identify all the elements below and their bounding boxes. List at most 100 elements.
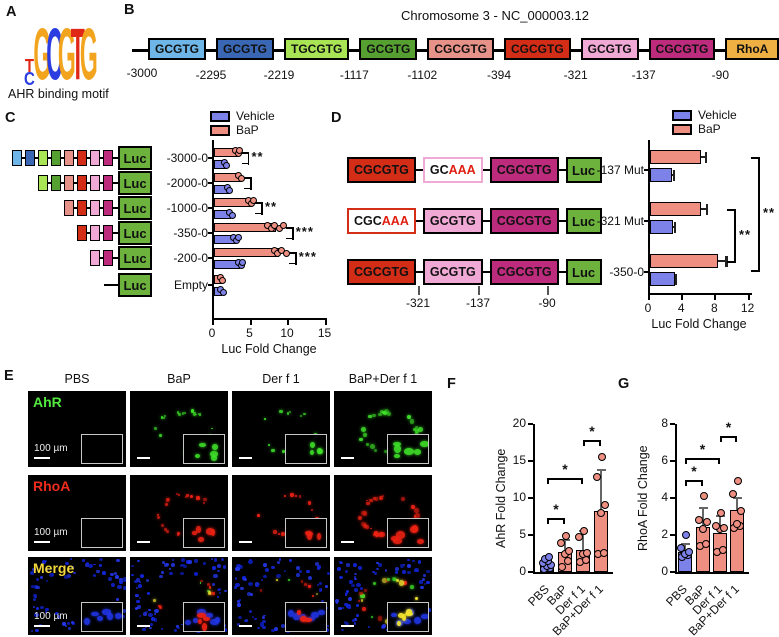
motif-box [103,175,113,191]
data-point [545,553,553,562]
connector [113,257,118,259]
fluorescence-dot [372,582,376,586]
data-point [682,531,690,539]
junction: -90 [712,48,729,82]
nucleus-dot [381,624,386,628]
y-axis [648,140,650,295]
motif-text: CGCGTG [354,163,409,177]
inset-blob [293,613,300,620]
error-cap [680,542,690,545]
fluorescence-dot [371,413,376,418]
y-tick-label: 15 [512,453,526,467]
motif-box: GCGTG [359,38,418,60]
nucleus-dot [263,614,266,617]
fluorescence-dot [414,508,420,514]
fluorescence-dot [211,427,214,430]
luc-chart-c: 0 5 10 15 Luc Fold Change -3000-0 -2000-0 -1000… [167,140,357,358]
motif-letter: C [24,68,35,90]
inset-blob [192,530,198,536]
nucleus-dot [353,588,359,593]
nucleus-dot [138,597,142,600]
luc-box: Luc [118,146,152,170]
micrograph-merge-bap-der-f-1 [334,557,432,635]
inset-blob [393,441,401,447]
nucleus-dot [93,563,96,566]
motif-box: CGC AAA [347,208,416,234]
inset [285,518,327,548]
y-tick [670,497,675,499]
motif-box [90,250,100,266]
connector [74,207,77,209]
sig-bracket [294,252,297,265]
nucleus-dot [168,567,171,570]
panel-c-label: C [5,110,16,126]
fluorescence-dot [414,596,418,600]
fluorescence-dot [414,425,419,430]
motif-box [38,150,48,166]
fluorescence-dot [163,527,167,531]
sig-arm [727,209,734,211]
sig-bracket [261,202,263,215]
x-tick-label: 10 [280,326,294,340]
nucleus-dot [234,577,238,580]
error-cap [673,221,677,233]
nucleus-dot [154,613,157,615]
position-tick [478,286,480,295]
sig-arm [285,237,292,240]
nucleus-dot [44,607,49,612]
fluorescence-dot [379,531,386,538]
bar [650,220,674,234]
inset-blob [420,613,428,619]
nucleus-dot [159,574,163,579]
fluorescence-dot [184,495,188,499]
inset-blob [416,538,424,544]
construct-row: Luc [4,220,152,246]
nucleus-dot [145,578,149,582]
sig-arm [563,518,565,524]
nucleus-dot [367,626,371,629]
scale-bar-label: 100 µm [34,443,68,454]
fluorescence-dot [413,515,417,518]
scale-bar [137,625,150,627]
nucleus-dot [32,598,36,601]
nucleus-dot [122,609,126,613]
fluorescence-dot [382,411,386,415]
category-tick [208,284,212,286]
nucleus-dot [342,606,345,609]
fluorescence-dot [402,581,407,586]
motif-box [103,200,113,216]
nucleus-dot [66,573,71,578]
nucleus-dot [351,619,355,623]
fluorescence-dot [286,412,290,415]
fluorescence-dot [158,605,163,609]
data-point [729,490,737,499]
nucleus-dot [339,561,342,564]
nucleus-dot [239,586,244,591]
nucleus-dot [40,605,44,609]
junction: -394 [487,48,511,82]
motif-box [51,150,61,166]
nucleus-dot [136,594,139,597]
nucleus-dot [354,577,357,581]
fluorescence-dot [198,413,200,416]
nucleus-dot [122,585,126,590]
y-tick [670,460,675,462]
motif-caption: AHR binding motif [8,87,109,101]
category-label: -200-0 [173,251,208,265]
inset-blob [199,443,206,448]
fluorescence-dot [210,592,214,596]
nucleus-dot [339,575,343,580]
nucleus-dot [222,565,227,569]
motif-box [77,175,87,191]
nucleus-dot [70,558,73,561]
nucleus-dot [44,610,48,613]
inset-blob [414,616,421,624]
legend-label: BaP [236,123,259,137]
data-point [583,548,591,557]
fluorescence-dot [370,615,373,618]
nucleus-dot [44,559,48,562]
construct-row: Luc [4,245,152,271]
x-axis-label: Luc Fold Change [651,317,747,331]
motif-text: CGCGTG [496,265,552,279]
